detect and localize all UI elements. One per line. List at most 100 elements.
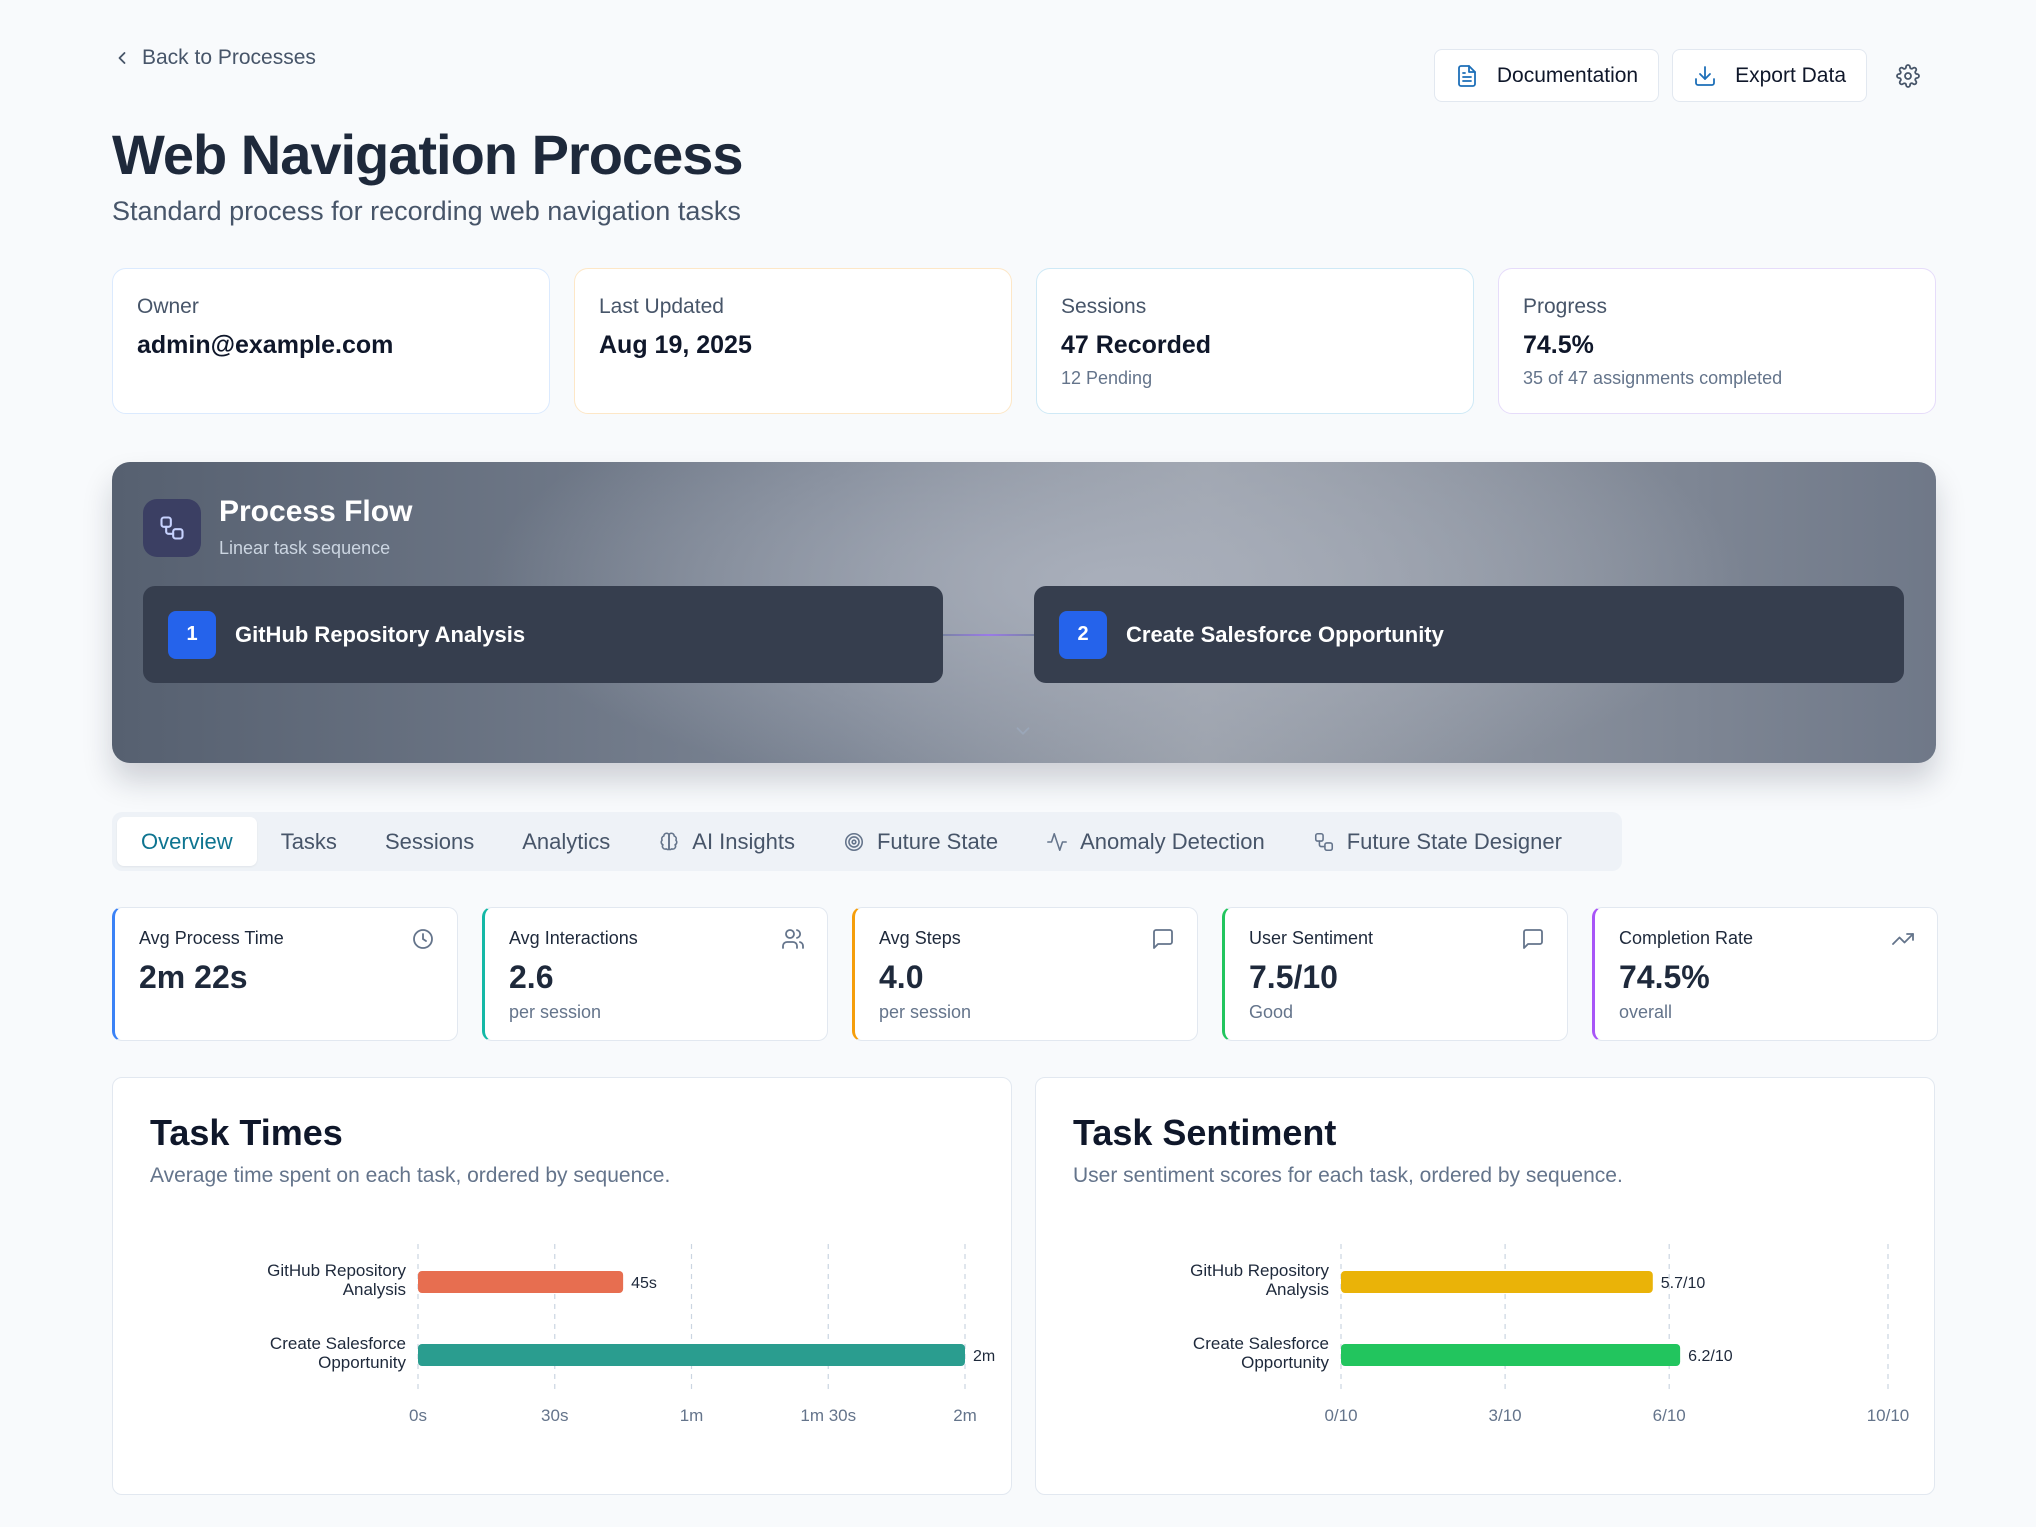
chart-title: Task Sentiment bbox=[1073, 1112, 1337, 1153]
process-flow-panel: Process Flow Linear task sequence 1 GitH… bbox=[112, 462, 1936, 763]
tab-future-state[interactable]: Future State bbox=[819, 817, 1022, 866]
info-sub: 12 Pending bbox=[1061, 368, 1153, 388]
tab-sessions[interactable]: Sessions bbox=[361, 817, 498, 866]
export-data-button[interactable]: Export Data bbox=[1672, 49, 1867, 102]
workflow-icon bbox=[143, 499, 201, 557]
settings-button[interactable] bbox=[1880, 49, 1936, 102]
task-times-tick-label: 0s bbox=[409, 1406, 427, 1425]
page-subtitle: Standard process for recording web navig… bbox=[112, 196, 741, 226]
message-icon bbox=[1523, 929, 1543, 949]
tab-ai-insights[interactable]: AI Insights bbox=[634, 817, 819, 866]
step-label: GitHub Repository Analysis bbox=[235, 621, 526, 647]
task-sentiment-bar bbox=[1341, 1344, 1681, 1366]
task-sentiment-category-label: GitHub Repository bbox=[1190, 1261, 1329, 1280]
task-times-tick-label: 30s bbox=[541, 1406, 568, 1425]
task-sentiment-card: 0/10 3/10 6/10 10/10 GitHub Repository Analys… bbox=[1035, 1077, 1935, 1495]
info-cards: Owner admin@example.com Last Updated Aug… bbox=[112, 268, 1936, 414]
metric-sub: overall bbox=[1619, 1002, 1673, 1022]
metric-label: Completion Rate bbox=[1619, 928, 1754, 948]
documentation-label: Documentation bbox=[1496, 63, 1639, 87]
info-label: Progress bbox=[1523, 295, 1608, 318]
download-icon bbox=[1695, 65, 1716, 86]
sessions-card: Sessions 47 Recorded 12 Pending bbox=[1036, 268, 1474, 414]
task-times-category-label: Opportunity bbox=[318, 1353, 406, 1372]
tab-overview[interactable]: Overview bbox=[117, 817, 257, 866]
info-sub: 35 of 47 assignments completed bbox=[1523, 368, 1783, 388]
progress-card: Progress 74.5% 35 of 47 assignments comp… bbox=[1498, 268, 1936, 414]
metric-value: 7.5/10 bbox=[1249, 959, 1338, 995]
clock-icon bbox=[413, 929, 433, 949]
owner-card: Owner admin@example.com bbox=[112, 268, 550, 414]
message-icon bbox=[1153, 929, 1173, 949]
metric-sub: per session bbox=[879, 1002, 972, 1022]
workflow-icon bbox=[1314, 832, 1333, 851]
task-sentiment-tick-label: 6/10 bbox=[1653, 1406, 1686, 1425]
chart-title: Task Times bbox=[150, 1112, 343, 1153]
tab-analytics[interactable]: Analytics bbox=[498, 817, 634, 866]
flow-connector bbox=[943, 634, 1034, 636]
task-times-value-label: 2m bbox=[973, 1348, 995, 1365]
metric-label: Avg Process Time bbox=[139, 928, 284, 948]
task-sentiment-value-label: 6.2/10 bbox=[1688, 1348, 1733, 1365]
back-to-processes-link[interactable]: Back to Processes bbox=[112, 46, 316, 70]
gear-icon bbox=[1896, 63, 1920, 88]
tab-label: Overview bbox=[141, 828, 233, 854]
tab-label: Tasks bbox=[280, 828, 337, 854]
activity-icon bbox=[1047, 832, 1068, 851]
tab-label: Anomaly Detection bbox=[1080, 828, 1265, 854]
task-sentiment-category-label: Analysis bbox=[1266, 1280, 1329, 1299]
tab-label: Sessions bbox=[384, 828, 475, 854]
tab-label: AI Insights bbox=[692, 828, 795, 854]
info-label: Sessions bbox=[1061, 295, 1147, 318]
info-label: Last Updated bbox=[599, 295, 724, 318]
users-icon bbox=[782, 929, 804, 949]
task-sentiment-bar bbox=[1341, 1271, 1653, 1293]
page-title: Web Navigation Process bbox=[112, 123, 744, 186]
chevron-left-icon bbox=[118, 52, 126, 64]
flow-step-create-salesforce-opportunity[interactable]: 2 Create Salesforce Opportunity bbox=[1034, 586, 1904, 683]
task-sentiment-tick-label: 10/10 bbox=[1867, 1406, 1910, 1425]
task-times-card: 0s 30s 1m 1m 30s 2m GitHub Repository Analysis… bbox=[112, 1077, 1012, 1495]
task-times-value-label: 45s bbox=[631, 1275, 657, 1292]
task-sentiment-value-label: 5.7/10 bbox=[1661, 1275, 1706, 1292]
task-sentiment-chart: 0/10 3/10 6/10 10/10 GitHub RepositoryAnalys… bbox=[1190, 1244, 1910, 1425]
file-text-icon bbox=[1457, 64, 1476, 87]
brain-icon bbox=[660, 832, 678, 850]
tab-future-state-designer[interactable]: Future State Designer bbox=[1289, 817, 1586, 866]
flow-step-github-repository-analysis[interactable]: 1 GitHub Repository Analysis bbox=[143, 586, 943, 683]
tab-tasks[interactable]: Tasks bbox=[257, 817, 361, 866]
tab-label: Future State bbox=[876, 828, 999, 854]
task-times-bar bbox=[418, 1271, 624, 1293]
metric-completion-rate: Completion Rate 74.5% overall bbox=[1592, 907, 1938, 1041]
flow-subtitle: Linear task sequence bbox=[219, 538, 391, 558]
task-times-chart: 0s 30s 1m 1m 30s 2m GitHub RepositoryAnalysis… bbox=[267, 1244, 995, 1425]
task-sentiment-category-label: Create Salesforce bbox=[1193, 1334, 1329, 1353]
task-times-category-label: GitHub Repository bbox=[267, 1261, 406, 1280]
task-times-category-label: Create Salesforce bbox=[270, 1334, 406, 1353]
metric-avg-process-time: Avg Process Time 2m 22s bbox=[112, 907, 458, 1041]
tab-anomaly-detection[interactable]: Anomaly Detection bbox=[1022, 817, 1289, 866]
info-value: 74.5% bbox=[1523, 331, 1594, 359]
info-value: admin@example.com bbox=[137, 331, 394, 359]
metric-label: Avg Steps bbox=[879, 928, 961, 948]
task-sentiment-tick-label: 0/10 bbox=[1324, 1406, 1357, 1425]
metric-label: User Sentiment bbox=[1249, 928, 1374, 948]
step-label: Create Salesforce Opportunity bbox=[1126, 621, 1444, 647]
metric-value: 74.5% bbox=[1619, 959, 1710, 995]
metric-avg-steps: Avg Steps 4.0 per session bbox=[852, 907, 1198, 1041]
task-times-category-label: Analysis bbox=[343, 1280, 406, 1299]
task-sentiment-tick-label: 3/10 bbox=[1489, 1406, 1522, 1425]
documentation-button[interactable]: Documentation bbox=[1433, 49, 1660, 102]
metric-label: Avg Interactions bbox=[509, 928, 638, 948]
tab-bar: Overview Tasks Sessions Analytics AI Ins… bbox=[112, 812, 1622, 871]
target-icon bbox=[844, 832, 864, 851]
chart-description: User sentiment scores for each task, ord… bbox=[1073, 1164, 1623, 1187]
chevron-down-icon[interactable] bbox=[1012, 720, 1034, 742]
metric-sub: per session bbox=[509, 1002, 602, 1022]
last-updated-card: Last Updated Aug 19, 2025 bbox=[574, 268, 1012, 414]
flow-title: Process Flow bbox=[219, 495, 413, 528]
step-number: 1 bbox=[168, 610, 216, 659]
metric-sub: Good bbox=[1249, 1002, 1294, 1022]
metric-cards: Avg Process Time 2m 22s Avg Interactions… bbox=[112, 907, 1938, 1041]
task-times-bar bbox=[418, 1344, 965, 1366]
